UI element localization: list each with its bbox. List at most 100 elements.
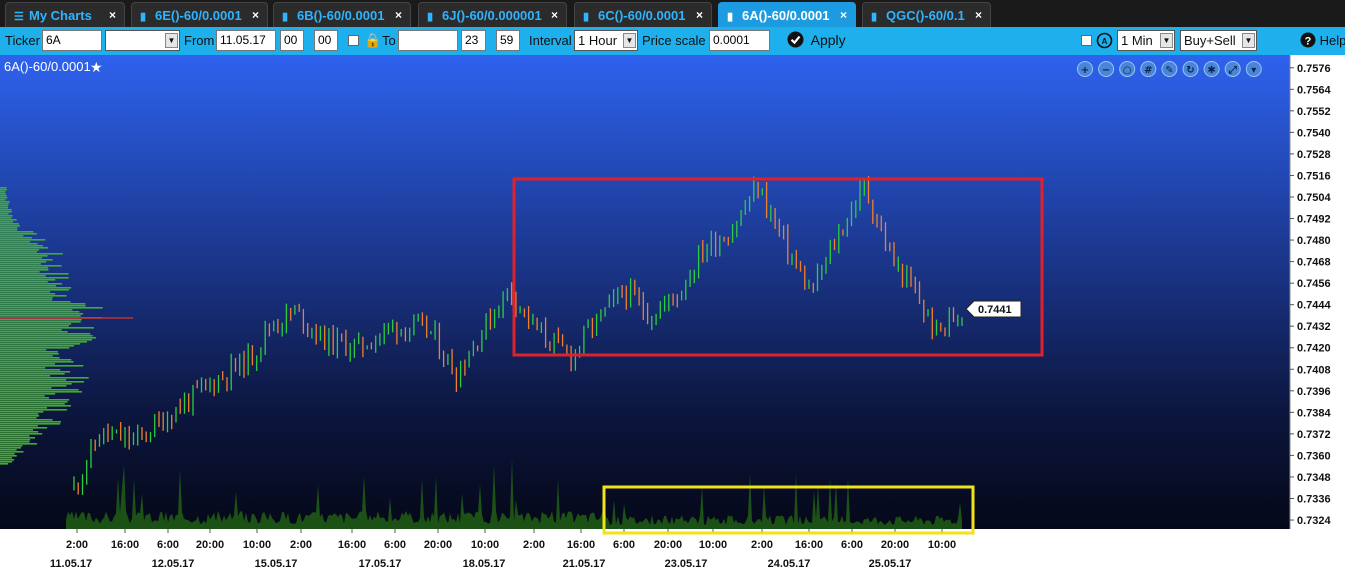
price-tick-label: 0.7324	[1297, 515, 1332, 527]
profile-bar	[0, 253, 63, 255]
svg-text:✎: ✎	[1165, 65, 1173, 76]
date-label: 23.05.17	[665, 558, 708, 570]
close-icon[interactable]: ×	[974, 8, 982, 22]
toolbar: Ticker 6A ▼ From 11.05.17 00 00 🔒 To 23 …	[0, 27, 1345, 55]
profile-bar	[0, 397, 49, 399]
settings-icon[interactable]: ✱	[1203, 61, 1220, 77]
zoom-out-icon[interactable]: −	[1098, 61, 1115, 77]
profile-bar	[0, 445, 23, 447]
time-tick-label: 6:00	[157, 539, 179, 551]
sync-checkbox[interactable]	[1081, 35, 1092, 46]
timeframe-select[interactable]: 1 Min ▼	[1117, 30, 1175, 51]
tab-6a-60-0-0001[interactable]: ▮ 6A()-60/0.0001 ×	[718, 2, 856, 27]
star-icon[interactable]: ★	[90, 60, 103, 76]
price-chart[interactable]: 0.7576 0.7564 0.7552 0.7540 0.7528 0.7516 0.75…	[0, 55, 1345, 577]
price-tick-label: 0.7348	[1297, 472, 1331, 484]
profile-bar	[0, 353, 59, 355]
profile-bar	[0, 451, 24, 453]
apply-button[interactable]: Apply	[787, 31, 846, 51]
profile-bar	[0, 231, 34, 233]
bar-chart-icon: ▮	[871, 11, 878, 23]
from-minute-input[interactable]: 00	[314, 30, 338, 51]
grid-icon[interactable]: #	[1140, 61, 1157, 77]
tab-label: 6E()-60/0.0001	[155, 8, 242, 23]
timeframe-value: 1 Min	[1121, 33, 1153, 48]
close-icon[interactable]: ×	[550, 8, 558, 22]
volume-histogram	[66, 457, 962, 529]
profile-bar	[0, 195, 7, 197]
auto-refresh-icon[interactable]: A	[1096, 32, 1113, 49]
lock-icon[interactable]: 🔒	[364, 32, 382, 48]
tab-label: 6B()-60/0.0001	[297, 8, 385, 23]
interval-label: Interval	[529, 33, 572, 48]
pencil-icon[interactable]: ✎	[1161, 61, 1178, 77]
highlight-rectangle-yellow[interactable]	[602, 485, 975, 535]
tab-6e-60-0-0001[interactable]: ▮ 6E()-60/0.0001 ×	[131, 2, 268, 27]
svg-text:−: −	[1102, 65, 1110, 76]
refresh-icon[interactable]: ↻	[1182, 61, 1199, 77]
time-tick-label: 16:00	[338, 539, 366, 551]
to-date-input[interactable]	[398, 30, 458, 51]
tab-6b-60-0-0001[interactable]: ▮ 6B()-60/0.0001 ×	[273, 2, 411, 27]
svg-text:?: ?	[1305, 36, 1312, 48]
tab-my-charts[interactable]: ☰ My Charts ×	[5, 2, 125, 27]
interval-select[interactable]: 1 Hour ▼	[574, 30, 638, 51]
zoom-in-icon[interactable]: +	[1077, 61, 1093, 77]
profile-bar	[0, 309, 73, 311]
profile-bar	[0, 223, 19, 225]
contract-select[interactable]: ▼	[105, 30, 180, 51]
profile-bar	[0, 283, 63, 285]
chevron-down-icon[interactable]: ▾	[1245, 61, 1262, 77]
to-label: To	[382, 33, 396, 48]
from-hour-input[interactable]: 00	[280, 30, 304, 51]
price-tick-label: 0.7408	[1297, 364, 1331, 376]
profile-bar	[0, 301, 71, 303]
time-tick-label: 10:00	[928, 539, 956, 551]
profile-bar	[0, 341, 87, 343]
profile-bar	[0, 271, 40, 273]
ticker-input[interactable]: 6A	[42, 30, 102, 51]
svg-text:▾: ▾	[1251, 65, 1256, 76]
expand-icon[interactable]: ⤢	[1224, 61, 1241, 77]
profile-bar	[0, 325, 69, 327]
profile-bar	[0, 463, 9, 465]
side-select[interactable]: Buy+Sell ▼	[1180, 30, 1257, 51]
tab-qgc-60-0-1[interactable]: ▮ QGC()-60/0.1 ×	[862, 2, 991, 27]
to-checkbox[interactable]	[348, 35, 359, 46]
profile-bar	[0, 323, 72, 325]
time-tick-label: 2:00	[751, 539, 773, 551]
profile-bar	[0, 201, 10, 203]
price-scale-input[interactable]: 0.0001	[709, 30, 770, 51]
bar-chart-icon: ▮	[140, 11, 147, 23]
profile-bar	[0, 393, 56, 395]
to-minute-input[interactable]: 59	[496, 30, 520, 51]
close-icon[interactable]: ×	[839, 8, 847, 22]
help-button[interactable]: ? Help	[1300, 32, 1345, 48]
profile-bar	[0, 391, 82, 393]
profile-bar	[0, 421, 61, 423]
highlight-rectangle-red[interactable]	[512, 177, 1044, 357]
profile-bar	[0, 363, 55, 365]
profile-bar	[0, 369, 61, 371]
time-tick-label: 10:00	[471, 539, 499, 551]
svg-text:#: #	[1144, 65, 1152, 76]
tab-6j-60-0-000001[interactable]: ▮ 6J()-60/0.000001 ×	[418, 2, 567, 27]
to-hour-input[interactable]: 23	[461, 30, 486, 51]
time-tick-label: 6:00	[384, 539, 406, 551]
profile-bar	[0, 225, 20, 227]
profile-bar	[0, 459, 15, 461]
profile-bar	[0, 457, 12, 459]
close-icon[interactable]: ×	[695, 8, 703, 22]
close-icon[interactable]: ×	[108, 8, 116, 22]
profile-bar	[0, 427, 48, 429]
tab-6c-60-0-0001[interactable]: ▮ 6C()-60/0.0001 ×	[574, 2, 712, 27]
close-icon[interactable]: ×	[394, 8, 402, 22]
profile-bar	[0, 187, 7, 189]
from-date-input[interactable]: 11.05.17	[216, 30, 276, 51]
profile-bar	[0, 335, 93, 337]
zoom-reset-icon[interactable]: ○	[1119, 61, 1136, 77]
profile-bar	[0, 303, 86, 305]
price-tick-label: 0.7384	[1297, 407, 1332, 419]
chevron-down-icon: ▼	[623, 33, 636, 48]
close-icon[interactable]: ×	[251, 8, 259, 22]
